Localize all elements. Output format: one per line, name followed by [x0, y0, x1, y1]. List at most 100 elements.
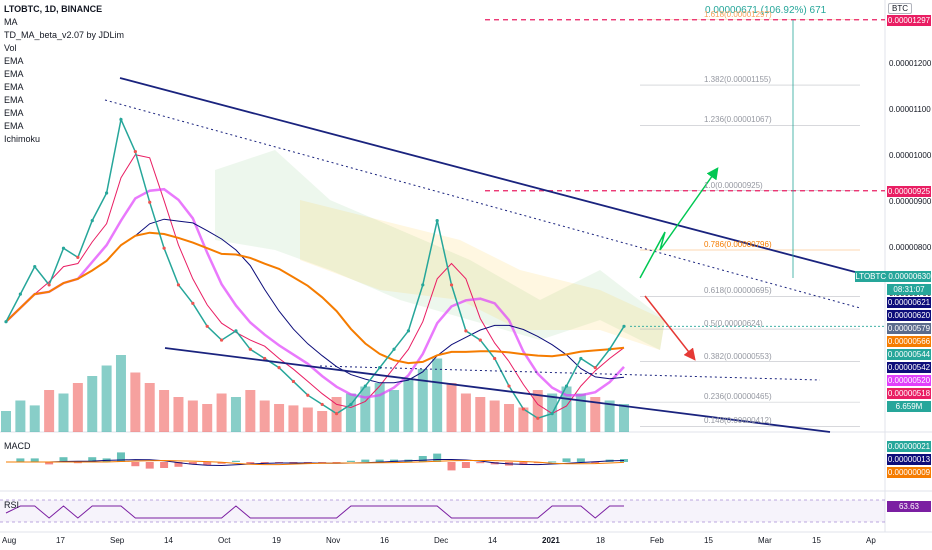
price-badge: 6.659M	[887, 401, 931, 412]
macd-hist-bar	[188, 462, 197, 465]
macd-label[interactable]: MACD	[4, 441, 31, 451]
indicator-td-ma[interactable]: TD_MA_beta_v2.07 by JDLim	[4, 30, 125, 40]
indicator-ema-5[interactable]: EMA	[4, 108, 24, 118]
currency-button[interactable]: BTC	[888, 3, 912, 14]
macd-signal-line	[6, 459, 625, 466]
rsi-badge: 63.63	[887, 501, 931, 512]
macd-hist-bar	[591, 462, 600, 464]
date-tick: 17	[56, 536, 65, 545]
date-tick: 2021	[542, 536, 560, 545]
volume-bar	[29, 405, 40, 432]
volume-bar	[504, 404, 515, 432]
price-scale-tick: 0.00000800	[889, 243, 932, 253]
volume-bar	[360, 386, 371, 432]
indicator-ichimoku[interactable]: Ichimoku	[4, 134, 41, 144]
ichimoku-cloud-yellow	[300, 200, 665, 350]
trendline-lower	[164, 347, 831, 433]
macd-hist-bar	[418, 456, 427, 462]
indicator-ema-4[interactable]: EMA	[4, 95, 24, 105]
macd-hist-bar	[548, 461, 557, 463]
price-point	[378, 366, 382, 370]
volume-bar	[403, 379, 414, 432]
macd-hist-bar	[318, 462, 327, 464]
volume-bar	[159, 390, 170, 432]
price-scale-tick: 0.00001000	[889, 151, 932, 161]
price-point	[205, 324, 209, 328]
ichimoku-cloud-green	[215, 150, 665, 350]
volume-bar	[389, 390, 400, 432]
price-badge: 0.00000621	[887, 297, 931, 308]
trendline-upper	[119, 77, 856, 273]
price-point	[392, 347, 396, 351]
macd-badge-3: 0.00000009	[887, 467, 931, 478]
price-point	[306, 393, 310, 397]
volume-bar	[489, 400, 500, 432]
macd-hist-bar	[160, 462, 169, 468]
indicator-ma[interactable]: MA	[4, 17, 18, 27]
macd-hist-bar	[30, 458, 39, 462]
price-point	[263, 356, 267, 361]
macd-badge-2: 0.00000013	[887, 454, 931, 465]
price-point	[76, 255, 80, 259]
macd-hist-bar	[620, 459, 628, 462]
macd-hist-bar	[246, 462, 255, 465]
price-point	[320, 402, 324, 407]
price-point	[291, 379, 296, 384]
date-tick: Ap	[866, 536, 876, 545]
volume-bar	[216, 393, 227, 432]
price-point	[33, 264, 37, 269]
ema-slow-line	[5, 231, 625, 365]
fib-level-label: 0.148(0.00000412)	[704, 416, 772, 426]
price-scale-tick: 0.00000900	[889, 197, 932, 207]
volume-bar	[259, 400, 270, 432]
price-point	[449, 283, 454, 287]
indicator-ema-1[interactable]: EMA	[4, 56, 24, 66]
macd-hist-bar	[231, 460, 240, 462]
ema-mid-line	[5, 187, 625, 399]
volume-bar	[619, 404, 629, 432]
indicator-ema-6[interactable]: EMA	[4, 121, 24, 131]
date-tick: Mar	[758, 536, 772, 545]
indicator-ema-3[interactable]: EMA	[4, 82, 24, 92]
fib-level-label: 1.618(0.00001297)	[704, 9, 772, 19]
macd-hist-bar	[73, 462, 82, 464]
macd-hist-bar	[562, 458, 571, 462]
rsi-label[interactable]: RSI	[4, 500, 20, 510]
price-point	[464, 329, 468, 333]
price-point	[105, 191, 109, 195]
date-tick: Aug	[2, 536, 17, 545]
price-point	[349, 402, 353, 407]
price-point	[564, 384, 569, 388]
price-scale-tick: 0.00001200	[889, 59, 932, 69]
symbol-title[interactable]: LTOBTC, 1D, BINANCE	[4, 4, 103, 14]
volume-bar	[115, 355, 126, 432]
volume-bar	[1, 411, 11, 432]
price-badge: 0.00000566	[887, 336, 931, 347]
macd-hist-bar	[260, 462, 269, 464]
price-badge: 08:31:07	[887, 284, 931, 295]
volume-bar	[87, 376, 98, 432]
date-tick: 14	[164, 536, 173, 545]
macd-hist-bar	[346, 460, 355, 462]
price-point	[176, 283, 181, 287]
volume-bar	[432, 358, 443, 432]
macd-hist-bar	[59, 457, 68, 462]
price-scale-tick: 0.00001100	[889, 105, 931, 115]
price-badge: 0.00000520	[887, 375, 931, 386]
indicator-ema-2[interactable]: EMA	[4, 69, 24, 79]
volume-bar	[518, 407, 529, 432]
date-tick: 15	[704, 536, 713, 545]
fib-level-label: 0.236(0.00000465)	[704, 392, 772, 402]
indicator-vol[interactable]: Vol	[4, 43, 17, 53]
volume-bar	[245, 390, 256, 432]
macd-hist-bar	[174, 462, 183, 467]
price-point	[248, 347, 252, 351]
date-tick: Dec	[434, 536, 449, 545]
macd-hist-bar	[476, 462, 485, 464]
price-point	[622, 324, 626, 328]
volume-bar	[173, 397, 184, 432]
macd-hist-bar	[461, 462, 470, 468]
macd-hist-bar	[375, 459, 384, 462]
